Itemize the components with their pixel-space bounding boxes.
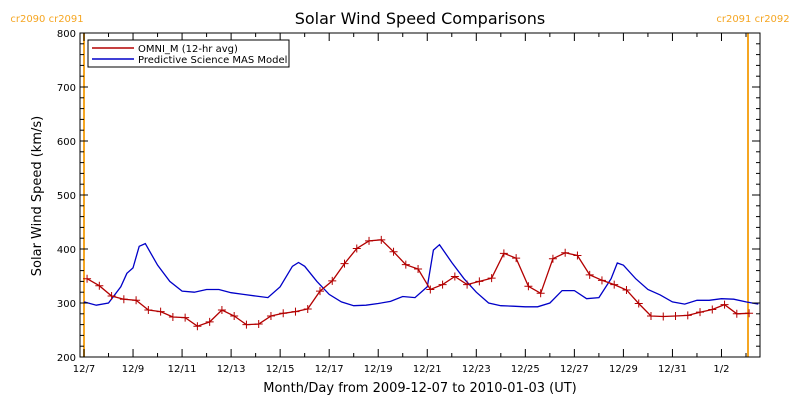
- y-tick-label: 200: [57, 353, 76, 364]
- omni-data-point: [622, 286, 631, 295]
- plot-frame: [79, 32, 761, 358]
- omni-data-point: [414, 264, 423, 273]
- omni-data-point: [708, 305, 717, 314]
- omni-data-point: [548, 254, 557, 263]
- x-tick-label: 12/13: [217, 364, 246, 375]
- x-tick-label: 12/7: [73, 364, 95, 375]
- omni-data-point: [450, 272, 459, 281]
- omni-data-point: [597, 276, 606, 285]
- omni-data-point: [536, 289, 545, 298]
- y-tick-label: 300: [57, 299, 76, 310]
- omni-data-point: [463, 280, 472, 289]
- x-tick-label: 12/17: [315, 364, 344, 375]
- omni-data-point: [610, 280, 619, 289]
- x-axis-title: Month/Day from 2009-12-07 to 2010-01-03 …: [263, 381, 576, 396]
- omni-data-point: [720, 300, 729, 309]
- cr-label: cr2091 cr2092: [716, 14, 789, 25]
- omni-data-point: [659, 312, 668, 321]
- x-tick-label: 12/29: [609, 364, 638, 375]
- omni-data-point: [475, 277, 484, 286]
- omni-data-point: [745, 309, 754, 318]
- omni-data-point: [487, 274, 496, 283]
- omni-data-point: [168, 313, 177, 322]
- omni-data-point: [732, 309, 741, 318]
- omni-data-point: [352, 244, 361, 253]
- omni-data-point: [119, 295, 128, 304]
- omni-data-point: [377, 235, 386, 244]
- cr-label: cr2090 cr2091: [10, 14, 83, 25]
- omni-data-point: [499, 249, 508, 258]
- x-axis: 12/7 12/9 12/11 12/13 12/15 12/17 12/19 12/21 12…: [73, 33, 747, 375]
- omni-data-point: [328, 276, 337, 285]
- omni-data-point: [217, 306, 226, 315]
- omni-data-point: [438, 280, 447, 289]
- omni-data-point: [266, 311, 275, 320]
- omni-data-point: [95, 281, 104, 290]
- omni-data-point: [634, 299, 643, 308]
- omni-data-point: [389, 247, 398, 256]
- omni-data-point: [561, 248, 570, 257]
- y-tick-label: 600: [57, 137, 76, 148]
- omni-data-point: [193, 322, 202, 331]
- y-axis-title: Solar Wind Speed (km/s): [30, 116, 45, 276]
- y-tick-label: 800: [57, 29, 76, 40]
- x-tick-label: 12/9: [122, 364, 144, 375]
- x-tick-label: 12/27: [560, 364, 589, 375]
- omni-data-point: [585, 270, 594, 279]
- omni-data-point: [671, 311, 680, 320]
- legend: OMNI_M (12-hr avg)Predictive Science MAS…: [87, 39, 290, 68]
- series-layer: [83, 235, 759, 331]
- omni-data-point: [156, 307, 165, 316]
- y-tick-label: 700: [57, 83, 76, 94]
- x-tick-label: 12/21: [413, 364, 442, 375]
- y-axis: 200 300 400 500 600 700 800: [57, 29, 760, 364]
- omni-data-point: [512, 254, 521, 263]
- omni-data-point: [696, 308, 705, 317]
- y-tick-label: 500: [57, 191, 76, 202]
- omni-data-point: [315, 287, 324, 296]
- x-tick-label: 12/19: [364, 364, 393, 375]
- omni-data-point: [279, 309, 288, 318]
- omni-data-point: [303, 304, 312, 313]
- y-tick-label: 400: [57, 245, 76, 256]
- x-tick-label: 12/31: [658, 364, 687, 375]
- omni-data-point: [181, 313, 190, 322]
- omni-data-point: [242, 320, 251, 329]
- mas-model-series-line: [83, 242, 759, 308]
- omni-data-point: [107, 291, 116, 300]
- omni-data-point: [573, 251, 582, 260]
- omni-data-point: [230, 311, 239, 320]
- omni-data-point: [254, 320, 263, 329]
- omni-data-point: [683, 311, 692, 320]
- x-tick-label: 12/25: [511, 364, 540, 375]
- omni-data-point: [144, 306, 153, 315]
- chart-title: Solar Wind Speed Comparisons: [295, 9, 546, 28]
- omni-data-point: [205, 317, 214, 326]
- omni-data-point: [340, 259, 349, 268]
- legend-label: Predictive Science MAS Model: [138, 55, 287, 66]
- x-tick-label: 12/11: [168, 364, 197, 375]
- omni-data-point: [365, 236, 374, 245]
- x-tick-label: 12/23: [462, 364, 491, 375]
- omni-data-point: [524, 282, 533, 291]
- legend-label: OMNI_M (12-hr avg): [138, 44, 238, 55]
- x-tick-label: 1/2: [713, 364, 729, 375]
- x-tick-label: 12/15: [266, 364, 295, 375]
- omni-data-point: [291, 307, 300, 316]
- omni-data-point: [83, 274, 92, 283]
- omni-series-line: [86, 239, 750, 327]
- omni-data-point: [401, 260, 410, 269]
- omni-data-point: [646, 311, 655, 320]
- omni-data-point: [132, 296, 141, 305]
- legend-box: [87, 39, 290, 68]
- omni-data-point: [426, 285, 435, 294]
